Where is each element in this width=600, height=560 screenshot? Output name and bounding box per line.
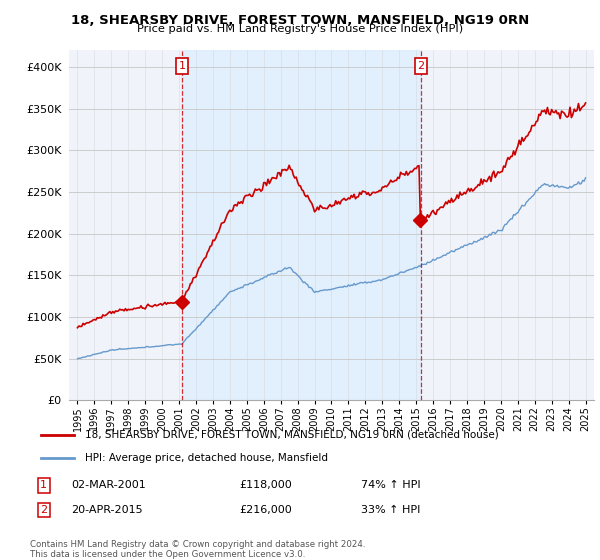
Text: 20-APR-2015: 20-APR-2015: [71, 505, 143, 515]
Text: Contains HM Land Registry data © Crown copyright and database right 2024.
This d: Contains HM Land Registry data © Crown c…: [30, 540, 365, 559]
Text: 02-MAR-2001: 02-MAR-2001: [71, 480, 146, 491]
Text: 18, SHEARSBY DRIVE, FOREST TOWN, MANSFIELD, NG19 0RN: 18, SHEARSBY DRIVE, FOREST TOWN, MANSFIE…: [71, 14, 529, 27]
Text: £216,000: £216,000: [240, 505, 293, 515]
Text: Price paid vs. HM Land Registry's House Price Index (HPI): Price paid vs. HM Land Registry's House …: [137, 24, 463, 34]
Text: 74% ↑ HPI: 74% ↑ HPI: [361, 480, 421, 491]
Text: 1: 1: [178, 61, 185, 71]
Text: 18, SHEARSBY DRIVE, FOREST TOWN, MANSFIELD, NG19 0RN (detached house): 18, SHEARSBY DRIVE, FOREST TOWN, MANSFIE…: [85, 430, 499, 440]
Text: £118,000: £118,000: [240, 480, 293, 491]
Text: HPI: Average price, detached house, Mansfield: HPI: Average price, detached house, Mans…: [85, 453, 328, 463]
Text: 33% ↑ HPI: 33% ↑ HPI: [361, 505, 421, 515]
Text: 2: 2: [418, 61, 425, 71]
Text: 2: 2: [40, 505, 47, 515]
Bar: [182, 50, 421, 400]
Text: 1: 1: [40, 480, 47, 491]
